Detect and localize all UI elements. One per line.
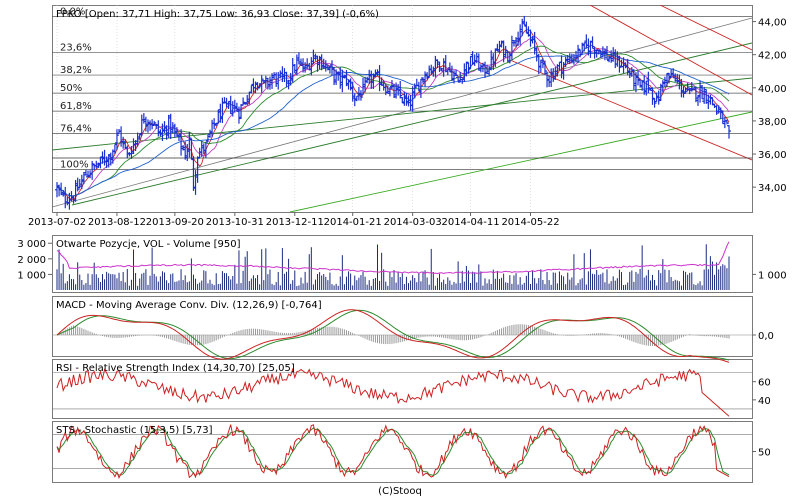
x-tick-label: 2014-04-11 [441, 217, 499, 228]
y-tick-label: 36,00 [758, 150, 787, 161]
x-tick-label: 2014-01-21 [324, 217, 382, 228]
price-bar [464, 61, 469, 77]
price-bar [683, 87, 688, 95]
price-bar [114, 129, 119, 151]
x-tick-label: 2013-09-20 [146, 217, 204, 228]
price-bar [398, 80, 403, 99]
y-tick-label: 1 000 [17, 270, 46, 281]
sts-line [56, 424, 730, 480]
panel-frame-5 [52, 421, 753, 483]
price-bar [509, 35, 514, 60]
price-bar [652, 97, 657, 108]
price-bar [152, 120, 157, 126]
panel-title: MACD - Moving Average Conv. Div. (12,26,… [56, 300, 322, 311]
price-bar [596, 49, 601, 55]
fib-label: 50% [60, 83, 82, 94]
open-interest-line [56, 241, 730, 275]
copyright-footer: (C)Stooq [378, 486, 422, 497]
trend-line [589, 5, 752, 96]
x-tick-label: 2013-10-31 [206, 217, 264, 228]
price-bar [636, 70, 641, 86]
price-bar [259, 75, 264, 93]
price-bar [75, 177, 80, 192]
trend-line [52, 17, 752, 208]
y-tick-label: 44,00 [758, 18, 787, 29]
trend-line [52, 77, 752, 151]
price-bar [685, 82, 690, 92]
panel-title: FPKO [Open: 37,71 High: 37,75 Low: 36,93… [56, 9, 379, 20]
y-tick-label: 40 [758, 396, 771, 407]
macd-line [56, 309, 730, 363]
y-tick-label: 38,00 [758, 117, 787, 128]
y-tick-label: 0,0 [758, 331, 774, 342]
price-bar [646, 71, 651, 94]
price-bar [617, 55, 622, 73]
price-bar [724, 119, 729, 125]
y-tick-label: 2 000 [17, 255, 46, 266]
price-bar [458, 71, 463, 83]
y-tick-label: 1 000 [758, 270, 787, 281]
y-tick-label: 40,00 [758, 84, 787, 95]
price-bar [590, 36, 595, 49]
x-tick-label: 2013-12-11 [266, 217, 324, 228]
panel-frame-1 [52, 5, 753, 213]
fib-label: 23,6% [60, 43, 92, 54]
panel-title: Otwarte Pozycje, VOL - Volume [950] [56, 239, 241, 250]
trend-line [659, 5, 752, 51]
trend-lines [52, 5, 752, 212]
price-bar [187, 131, 192, 158]
fib-label: 0,0% [60, 7, 85, 18]
fib-label: 76,4% [60, 124, 92, 135]
x-tick-label: 2014-03-03 [384, 217, 442, 228]
price-bar [454, 69, 459, 77]
price-bar [203, 141, 208, 158]
trend-line [509, 59, 752, 161]
price-bar [727, 125, 731, 139]
panel-title: RSI - Relative Strength Index (14,30,70)… [56, 363, 295, 374]
y-tick-label: 34,00 [758, 183, 787, 194]
price-bar [412, 83, 417, 99]
x-tick-label: 2014-05-22 [501, 217, 559, 228]
fib-label: 100% [60, 160, 89, 171]
x-tick-label: 2013-08-12 [88, 217, 146, 228]
panel-title: STS - Stochastic (15,3,5) [5,73] [56, 425, 213, 436]
fib-label: 61,8% [60, 101, 92, 112]
y-tick-label: 50 [758, 448, 771, 459]
y-tick-label: 60 [758, 378, 771, 389]
y-tick-label: 3 000 [17, 239, 46, 250]
price-bar [503, 45, 508, 58]
x-tick-label: 2013-07-02 [28, 217, 86, 228]
price-bar [689, 81, 694, 92]
price-bar [576, 44, 581, 64]
price-bar [598, 50, 603, 58]
y-tick-label: 42,00 [758, 51, 787, 62]
rsi-line [56, 367, 730, 417]
fib-label: 38,2% [60, 65, 92, 76]
price-bar [358, 90, 363, 101]
price-bar [542, 60, 547, 75]
